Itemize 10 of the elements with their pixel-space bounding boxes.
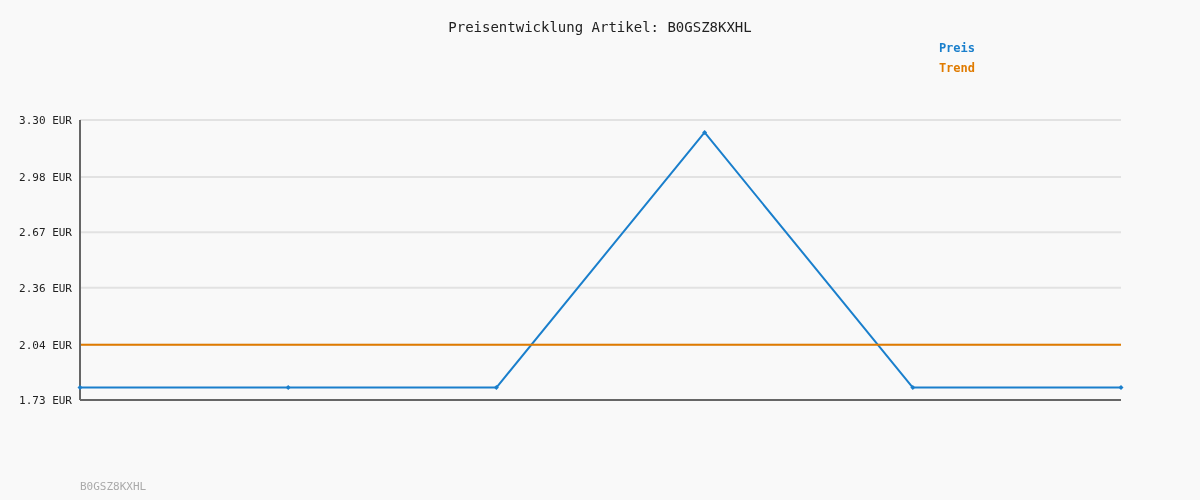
y-tick-label: 2.98 EUR: [19, 170, 73, 184]
text: Trend: [938, 60, 975, 77]
y-tick-label: 1.73 EUR: [19, 393, 73, 407]
y-tick-label: 2.67 EUR: [19, 226, 73, 240]
text: Preis: [938, 40, 975, 57]
chart-title: Preisentwicklung Artikel: B0GSZ8KXHL: [447, 19, 753, 35]
y-tick-label: 2.04 EUR: [19, 338, 73, 352]
y-tick-label: 2.36 EUR: [19, 281, 73, 295]
text: B0GSZ8KXHL: [80, 480, 147, 493]
y-tick-label: 3.30 EUR: [19, 113, 73, 127]
